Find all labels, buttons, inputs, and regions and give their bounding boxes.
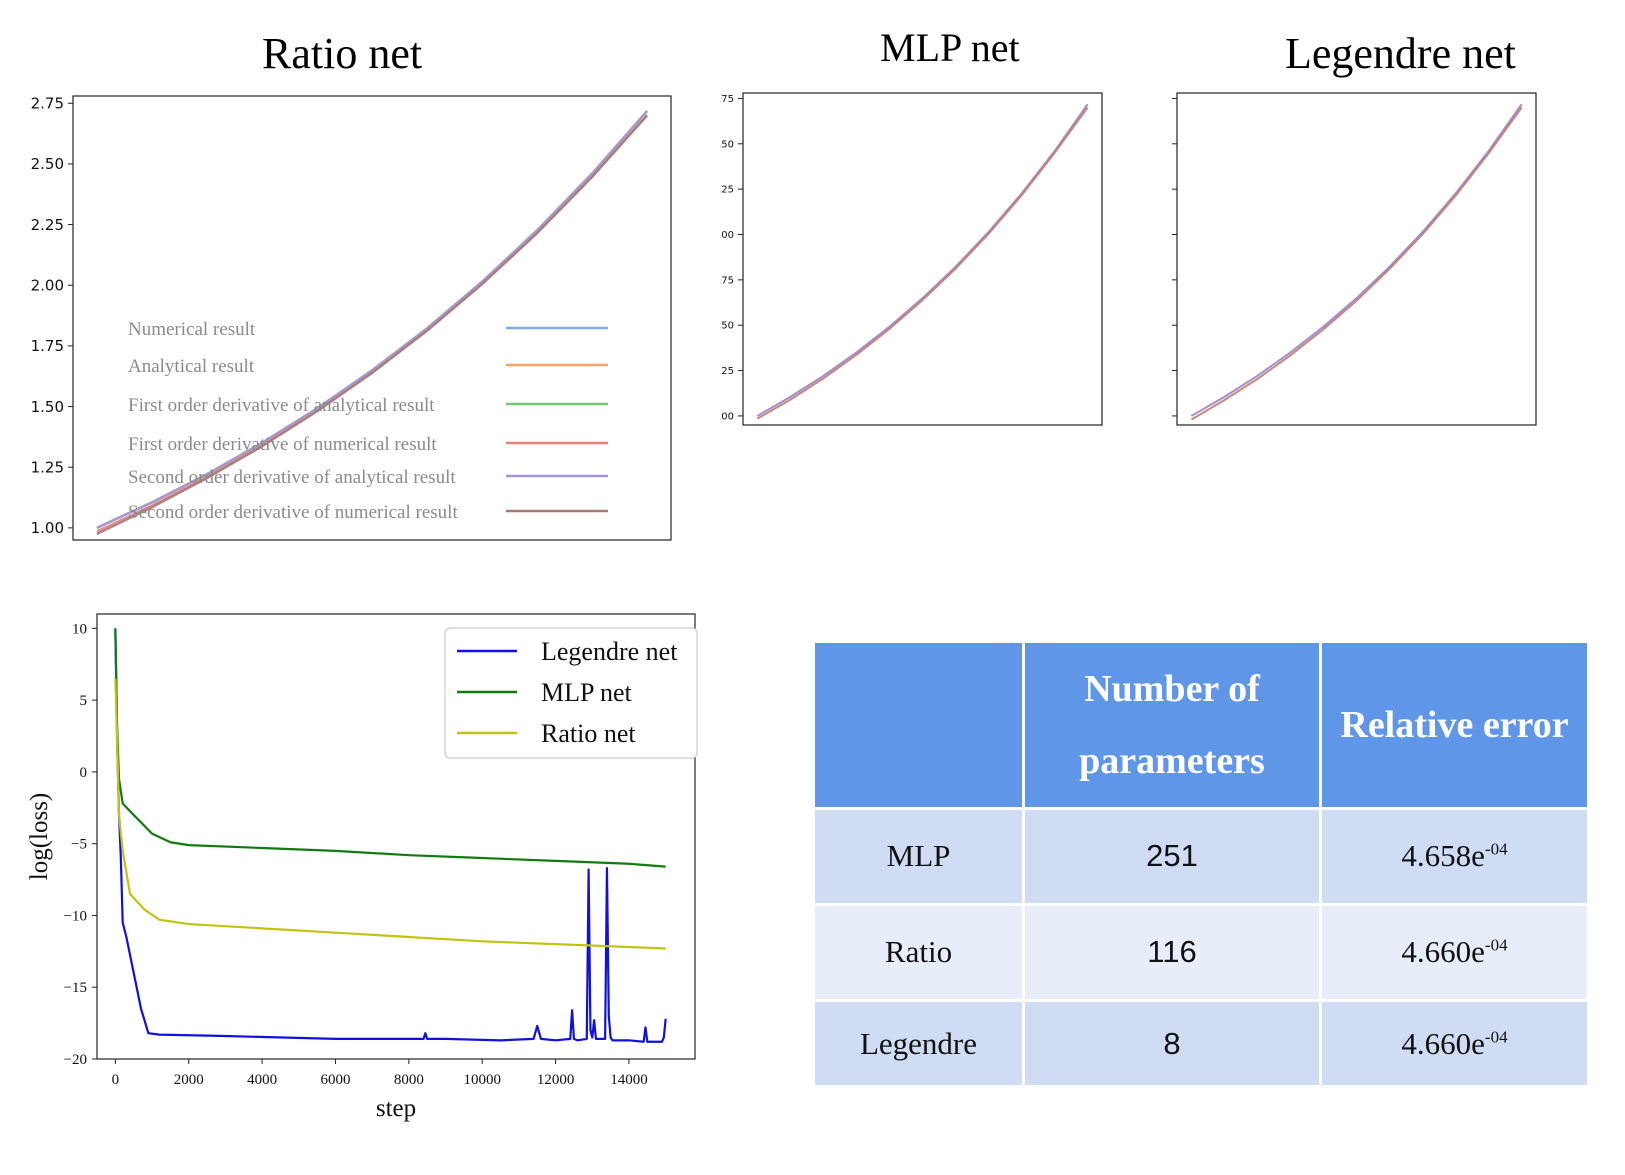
row-params: 251 [1022,806,1322,906]
y-tick-label: −20 [64,1052,87,1068]
plot-frame [1176,92,1537,426]
legendre-net-chart: 1.001.251.501.752.002.252.502.75 [1172,92,1537,426]
y-tick-label: 2.50 [720,139,734,150]
x-tick-label: 8000 [394,1072,424,1088]
row-error: 4.660e-04 [1319,902,1590,1003]
row-error: 4.658e-04 [1319,806,1590,906]
ratio-net-title: Ratio net [262,29,423,78]
y-tick-label: 1.25 [31,458,64,476]
legend-label: First order derivative of analytical res… [128,395,435,416]
y-tick-label: 5 [80,693,88,709]
ratio-net-chart: 1.00 1.25 1.50 1.75 2.00 2.25 2.50 2.75 Numerica… [31,95,672,541]
legend-box [444,627,698,759]
x-axis-label: step [376,1095,416,1122]
x-tick-label: 4000 [247,1072,277,1088]
row-name: MLP [812,806,1025,906]
summary-table: Number of parameters Relative error MLP … [812,640,1590,1088]
mlp-net-title: MLP net [880,25,1020,70]
table-header-params: Number of parameters [1022,640,1322,810]
series-line [114,628,667,1043]
legend-label: Legendre net [541,637,678,666]
table-header-empty [812,640,1025,810]
series-line [96,110,648,529]
legend-label: Numerical result [128,319,256,340]
series-line [1190,106,1523,421]
y-tick-label: 2.00 [31,276,64,294]
row-params: 116 [1022,902,1322,1003]
legend-label: Second order derivative of analytical re… [128,467,456,488]
legend-label: Second order derivative of numerical res… [128,502,458,523]
series-line [756,103,1089,417]
y-tick-label: 1.00 [31,519,64,537]
y-tick-label: 10 [72,621,87,637]
y-tick-label: −10 [64,908,87,924]
y-tick-label: 2.50 [31,155,64,173]
row-name: Ratio [812,902,1025,1003]
plot-frame [72,95,672,541]
error-base: 4.660e [1401,1025,1485,1061]
y-tick-label: 1.75 [31,337,64,355]
table-row: MLP 251 4.658e-04 [812,806,1590,906]
row-name: Legendre [812,999,1025,1088]
y-tick-label: −15 [64,980,87,996]
series-line [114,628,666,868]
y-tick-label: 2.25 [720,185,734,196]
table-row: Legendre 8 4.660e-04 [812,999,1590,1088]
series-line [114,678,666,950]
error-base: 4.658e [1401,838,1485,874]
y-tick-label: 1.00 [720,411,734,422]
table-row: Ratio 116 4.660e-04 [812,902,1590,1003]
row-params: 8 [1022,999,1322,1088]
plot-frame [742,92,1103,426]
y-tick-label: 2.00 [720,230,734,241]
y-axis-label: log(loss) [26,793,53,881]
x-tick-label: 6000 [320,1072,350,1088]
error-exponent: -04 [1484,840,1508,860]
mlp-net-chart: 1.00 1.25 1.50 1.75 2.00 2.25 2.50 2.75 [720,92,1103,426]
x-tick-label: 10000 [463,1072,501,1088]
error-exponent: -04 [1484,936,1508,956]
legend-label: First order derivative of numerical resu… [128,434,437,455]
error-base: 4.660e [1401,934,1485,970]
legend-label: MLP net [541,678,633,707]
y-tick-label: 1.75 [720,275,734,286]
y-tick-label: −5 [71,837,87,853]
plot-frame [96,613,696,1060]
row-error: 4.660e-04 [1319,999,1590,1088]
x-tick-label: 14000 [610,1072,648,1088]
table-header-row: Number of parameters Relative error [812,640,1590,810]
series-line [96,114,648,536]
y-tick-label: 1.50 [720,321,734,332]
x-tick-label: 2000 [174,1072,204,1088]
legend-label: Ratio net [541,719,636,748]
y-tick-label: 2.75 [31,95,64,113]
x-tick-label: 0 [112,1072,120,1088]
x-tick-label: 12000 [537,1072,575,1088]
y-tick-label: 2.75 [720,94,734,105]
legend-label: Analytical result [128,356,255,377]
y-tick-label: 2.25 [31,216,64,234]
y-tick-label: 1.25 [720,366,734,377]
y-tick-label: 0 [80,765,88,781]
error-exponent: -04 [1484,1027,1508,1047]
series-line [1190,103,1523,417]
table-header-error: Relative error [1319,640,1590,810]
legendre-net-title: Legendre net [1285,29,1516,78]
y-tick-label: 1.50 [31,398,64,416]
series-line [756,106,1089,420]
loss-chart: 10 5 0 −5 −10 −15 −20 0 2000 4000 6000 8000 10000 120… [26,613,698,1122]
